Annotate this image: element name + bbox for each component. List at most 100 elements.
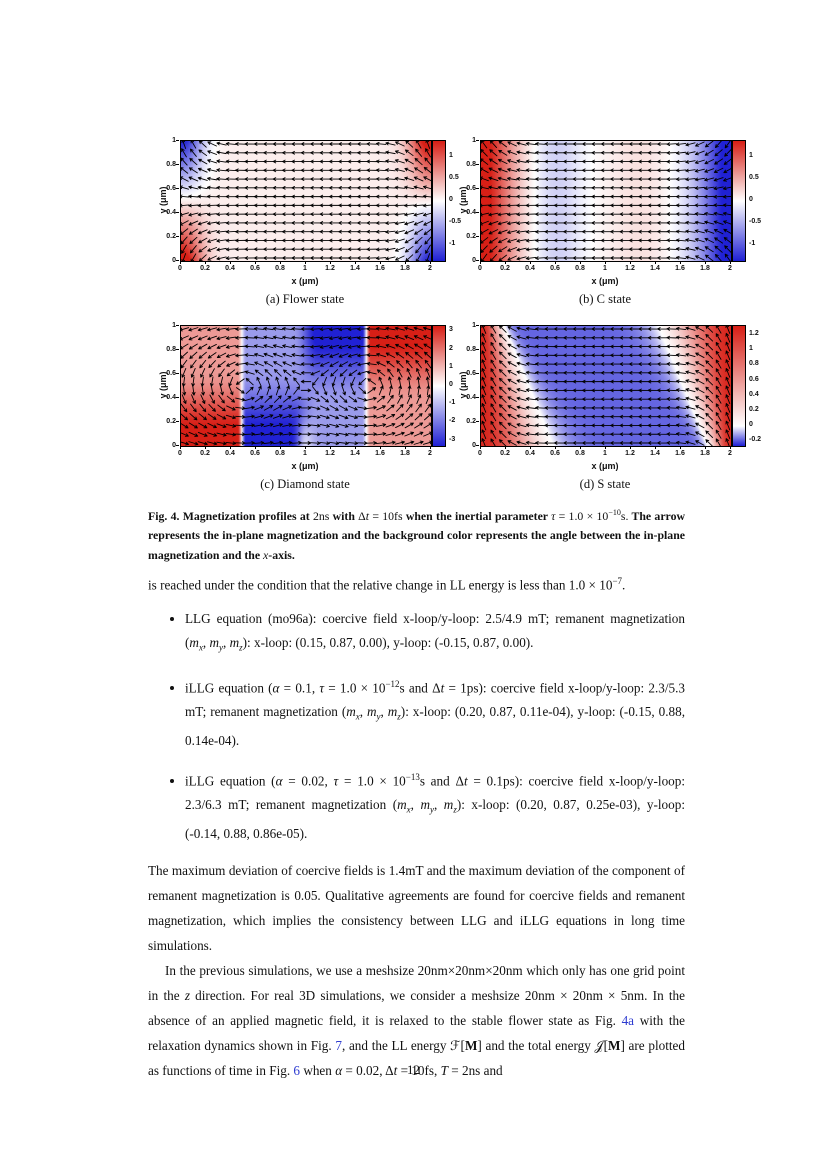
x-tick-mark [654,446,656,449]
x-tick-mark [254,446,256,449]
x-tick-mark [504,446,506,449]
panel-b-x-axis-label: x (μm) [591,276,619,286]
panel-d-y-tick: 0.4 [466,393,476,401]
x-tick-mark [354,446,356,449]
panel-b-subcaption: (b) C state [578,292,632,306]
panel-c-x-tick: 1.4 [350,450,360,457]
x-tick-mark [379,261,381,264]
panel-c-y-tick: 0 [172,441,176,449]
y-tick-mark [176,372,179,374]
panel-a-colorbar-tick: -0.5 [449,218,462,226]
panel-c-y-tick: 0.6 [166,369,176,377]
y-tick-mark [176,348,179,350]
panel-d-x-tick: 1.8 [700,450,710,457]
panel-d-colorbar-tick: 0.4 [749,390,759,398]
x-tick-mark [579,446,581,449]
panel-a-x-tick: 1.2 [325,265,335,272]
x-tick-mark [429,261,431,264]
x-tick-mark [679,446,681,449]
panel-c-y-tick: 0.2 [166,417,176,425]
panel-b-colorbar [732,140,746,262]
panel-b-x-tick: 0 [478,265,482,272]
y-tick-mark [476,235,479,237]
panel-d-colorbar-tick: 0.6 [749,375,759,383]
panel-d-y-tick: 0.6 [466,369,476,377]
panel-d-y-tick: 0.2 [466,417,476,425]
panel-d-x-tick: 1 [603,450,607,457]
panel-b-y-tick: 0.2 [466,232,476,240]
ref-fig-7[interactable]: 7 [335,1038,342,1054]
panel-a-x-tick: 0.2 [200,265,210,272]
y-tick-mark [176,211,179,213]
panel-c-x-tick: 0 [178,450,182,457]
x-tick-mark [654,261,656,264]
panel-b-y-tick: 0.6 [466,184,476,192]
panel-c-x-tick: 1 [303,450,307,457]
x-tick-mark [404,446,406,449]
ref-fig-6[interactable]: 6 [293,1063,301,1079]
x-tick-mark [329,446,331,449]
y-tick-mark [476,324,479,326]
x-tick-mark [729,446,731,449]
panel-a-x-tick: 0.4 [225,265,235,272]
panel-a-colorbar-tick: 0 [449,196,453,203]
y-tick-mark [176,396,179,398]
x-tick-mark [229,261,231,264]
x-tick-mark [629,261,631,264]
panel-c-x-tick: 2 [428,450,432,457]
panel-a-colorbar [432,140,446,262]
x-tick-mark [479,261,481,264]
paragraph-deviation: The maximum deviation of coercive fields… [148,863,685,954]
panel-a-y-tick: 0.8 [166,160,176,168]
panel-d-y-axis-label: y (μm) [458,371,468,399]
paragraph-3d-simulations: In the previous simulations, we use a me… [148,963,685,1079]
x-tick-mark [379,446,381,449]
x-tick-mark [504,261,506,264]
panel-c-y-tick: 0.8 [166,345,176,353]
x-tick-mark [354,261,356,264]
x-tick-mark [179,261,181,264]
panel-d-x-tick: 0.4 [525,450,535,457]
panel-a-x-tick: 0.6 [250,265,260,272]
panel-d-colorbar-tick: 0 [749,421,753,429]
ref-fig-4a[interactable]: 4a [621,1013,635,1029]
panel-b-colorbar-tick: -1 [749,240,756,248]
y-tick-mark [176,163,179,165]
panel-c-x-axis-label: x (μm) [291,461,319,471]
panel-b-y-tick: 0.8 [466,160,476,168]
panel-d-x-axis-label: x (μm) [591,461,619,471]
panel-d-y-tick: 0.8 [466,345,476,353]
panel-d-x-tick: 0.6 [550,450,560,457]
x-tick-mark [304,446,306,449]
y-tick-mark [476,444,479,446]
x-tick-mark [204,446,206,449]
x-tick-mark [429,446,431,449]
panel-a-x-tick: 1.4 [350,265,360,272]
panel-c-y-axis-label: y (μm) [158,371,168,399]
panel-d-colorbar-tick: 1.2 [749,330,759,338]
panel-a-x-axis-label: x (μm) [291,276,319,286]
panel-d-y-tick: 1 [472,321,476,329]
x-tick-mark [529,261,531,264]
x-tick-mark [629,446,631,449]
bullet-list: LLG equation (mo96a): coercive field x-l… [148,607,685,846]
bullet-llg-equation: LLG equation (mo96a): coercive field x-l… [185,607,685,660]
x-tick-mark [479,446,481,449]
panel-c-y-tick: 0.4 [166,393,176,401]
panel-a-y-tick: 0.6 [166,184,176,192]
y-tick-mark [476,396,479,398]
x-tick-mark [554,446,556,449]
y-tick-mark [176,235,179,237]
bullet-illg-equation-1: iLLG equation (α = 0.1, τ = 1.0 × 10−12s… [185,672,685,753]
y-tick-mark [176,324,179,326]
panel-b-y-tick: 0.4 [466,208,476,216]
x-tick-mark [579,261,581,264]
panel-c-colorbar [432,325,446,447]
panel-c-colorbar-tick: -2 [449,417,456,425]
x-tick-mark [254,261,256,264]
panel-d-x-tick: 1.2 [625,450,635,457]
panel-a-x-tick: 1.8 [400,265,410,272]
x-tick-mark [304,261,306,264]
y-tick-mark [176,420,179,422]
panel-d-x-tick: 1.6 [675,450,685,457]
